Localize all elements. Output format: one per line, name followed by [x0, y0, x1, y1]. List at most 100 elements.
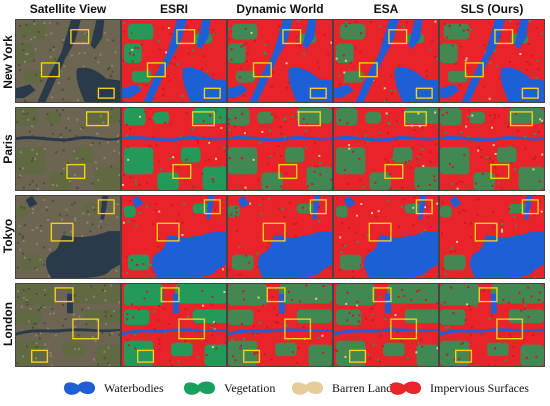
texture-speck [81, 127, 84, 129]
water-body [90, 20, 105, 50]
vegetation-patch [96, 344, 120, 366]
texture-speck [117, 134, 120, 137]
texture-speck [453, 358, 456, 361]
vegetation-patch [335, 284, 376, 306]
map-tile-tokyo-dynamic-world [227, 195, 333, 279]
texture-speck [387, 199, 390, 202]
texture-speck [123, 21, 126, 24]
vegetation-patch [335, 147, 366, 175]
texture-speck [78, 315, 81, 318]
texture-speck [481, 172, 484, 175]
texture-speck [463, 277, 466, 278]
texture-speck [395, 119, 398, 122]
texture-speck [364, 134, 367, 137]
texture-speck [103, 31, 106, 34]
land-cover-map [440, 284, 544, 366]
texture-speck [23, 256, 26, 259]
map-tile-new-york-esa [333, 19, 439, 103]
water-body [334, 136, 438, 142]
texture-speck [283, 120, 286, 123]
texture-speck [474, 305, 477, 308]
texture-speck [22, 355, 25, 358]
texture-speck [147, 62, 150, 65]
texture-speck [58, 113, 61, 116]
texture-speck [369, 307, 372, 310]
vegetation-patch [496, 147, 517, 163]
texture-speck [228, 157, 231, 160]
texture-speck [162, 87, 165, 90]
texture-speck [538, 299, 540, 302]
texture-speck [533, 276, 536, 278]
texture-speck [262, 304, 265, 307]
vegetation-patch [440, 205, 452, 218]
texture-speck [156, 65, 159, 68]
texture-speck [92, 206, 95, 209]
texture-speck [18, 64, 21, 66]
texture-speck [456, 187, 459, 190]
texture-speck [453, 250, 456, 253]
texture-speck [464, 150, 467, 153]
legend-label-vegetation: Vegetation [224, 381, 276, 395]
texture-speck [343, 80, 346, 83]
water-body [440, 136, 544, 142]
texture-speck [258, 203, 261, 206]
texture-speck [288, 201, 291, 204]
texture-speck [344, 59, 347, 62]
texture-speck [104, 290, 107, 293]
texture-speck [421, 148, 424, 151]
vegetation-patch [392, 147, 413, 163]
texture-speck [90, 143, 93, 146]
texture-speck [181, 154, 184, 157]
texture-speck [523, 304, 526, 307]
texture-speck [323, 33, 326, 36]
texture-speck [336, 196, 339, 199]
texture-speck [238, 76, 241, 79]
texture-speck [534, 156, 537, 159]
texture-speck [99, 53, 102, 56]
water-body [16, 328, 120, 336]
vegetation-patch [94, 166, 120, 190]
texture-speck [77, 334, 80, 337]
texture-speck [62, 324, 64, 327]
texture-speck [91, 182, 94, 185]
texture-speck [418, 289, 421, 292]
texture-speck [352, 276, 355, 278]
vegetation-patch [192, 309, 226, 324]
texture-speck [230, 48, 233, 51]
texture-speck [97, 179, 100, 182]
texture-speck [528, 63, 531, 66]
texture-speck [391, 92, 393, 95]
texture-speck [80, 128, 83, 130]
texture-speck [191, 128, 194, 131]
texture-speck [224, 149, 226, 152]
texture-speck [142, 262, 145, 265]
texture-speck [72, 313, 75, 316]
water-body [440, 84, 460, 99]
highlight-box [368, 222, 392, 242]
texture-speck [338, 82, 341, 85]
texture-speck [443, 301, 446, 304]
texture-speck [195, 42, 198, 45]
texture-speck [459, 45, 462, 48]
texture-speck [90, 285, 93, 288]
vegetation-patch [123, 43, 142, 63]
highlight-box [415, 199, 433, 215]
map-tile-new-york-satellite-view [15, 19, 121, 103]
texture-speck [234, 359, 237, 362]
texture-speck [417, 342, 420, 345]
texture-speck [298, 44, 301, 47]
land-cover-map [122, 196, 226, 278]
texture-speck [144, 110, 147, 113]
texture-speck [280, 132, 283, 135]
water-body [25, 196, 38, 208]
texture-speck [43, 305, 46, 308]
texture-speck [163, 307, 166, 310]
texture-speck [346, 122, 349, 125]
texture-speck [158, 210, 161, 213]
texture-speck [68, 180, 71, 183]
vegetation-patch [72, 147, 93, 163]
texture-speck [317, 66, 320, 69]
texture-speck [412, 223, 415, 226]
texture-speck [433, 179, 436, 182]
texture-speck [27, 288, 30, 291]
